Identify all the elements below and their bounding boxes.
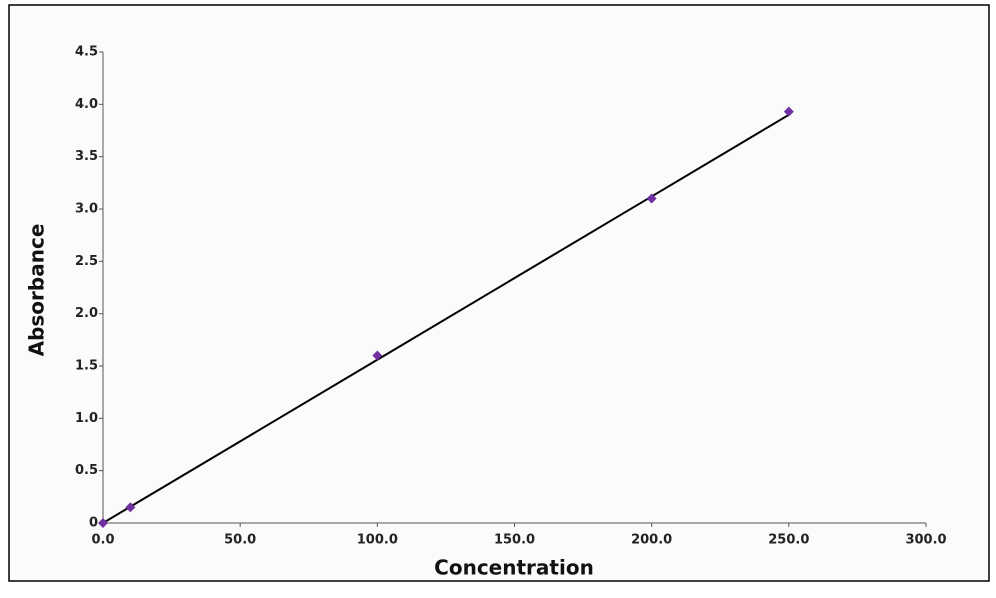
chart-frame	[8, 4, 990, 582]
y-tick-label: 3.5	[75, 149, 98, 164]
y-tick-label: 2.0	[75, 306, 98, 321]
y-tick-label: 4.0	[75, 97, 98, 112]
y-tick-label: 3.0	[75, 202, 98, 217]
x-axis-title: Concentration	[434, 556, 594, 580]
x-tick-label: 300.0	[905, 533, 946, 548]
y-tick-label: 2.5	[75, 254, 98, 269]
y-axis-title: Absorbance	[25, 224, 49, 357]
data-point	[98, 518, 108, 528]
y-tick-label: 0.5	[75, 463, 98, 478]
y-tick-label: 1.0	[75, 411, 98, 426]
x-tick-label: 150.0	[494, 533, 535, 548]
y-tick-label: 1.5	[75, 359, 98, 374]
data-point	[125, 502, 136, 513]
trendline	[102, 113, 790, 524]
y-tick-label: 0	[89, 516, 98, 531]
x-tick-label: 250.0	[768, 533, 809, 548]
data-point	[646, 193, 657, 204]
x-tick-label: 200.0	[631, 533, 672, 548]
x-tick-label: 100.0	[357, 533, 398, 548]
data-point	[783, 106, 794, 117]
data-point	[372, 350, 383, 361]
x-tick-label: 0.0	[91, 533, 114, 548]
x-tick-label: 50.0	[224, 533, 256, 548]
y-tick-label: 4.5	[75, 45, 98, 60]
